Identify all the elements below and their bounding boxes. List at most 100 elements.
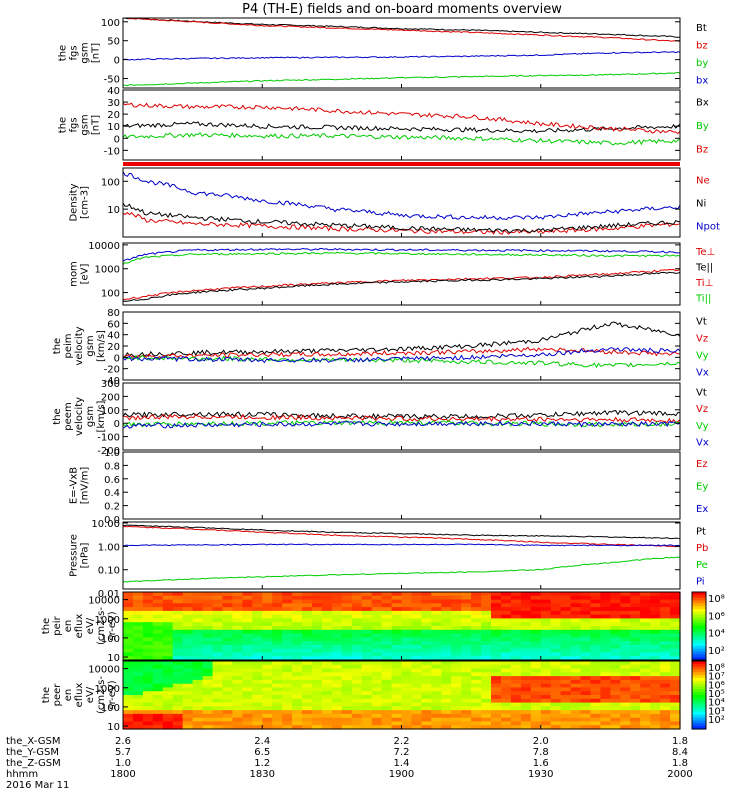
spectrogram-cell: [491, 603, 502, 608]
spectrogram-cell: [222, 695, 233, 700]
spectrogram-cell: [670, 644, 681, 650]
spectrogram-cell: [620, 595, 631, 601]
spectrogram-cell: [401, 626, 412, 631]
spectrogram-cell: [371, 698, 383, 704]
spectrogram-cell: [401, 698, 412, 704]
colorbar-tick-label: 10⁶: [708, 611, 725, 622]
spectrogram-cell: [351, 687, 363, 692]
spectrogram-cell: [520, 592, 532, 597]
spectrogram-cell: [510, 706, 522, 711]
spectrogram-cell: [640, 679, 651, 685]
spectrogram-cell: [530, 618, 542, 623]
spectrogram-cell: [401, 595, 412, 601]
spectrogram-cell: [610, 713, 621, 719]
spectrogram-cell: [212, 629, 223, 635]
spectrogram-cell: [341, 679, 353, 685]
series-group: [122, 17, 681, 87]
spectrogram-cell: [660, 599, 671, 604]
spectrogram-cell: [212, 691, 223, 696]
spectrogram-cell: [530, 676, 542, 681]
spectrogram-cell: [441, 721, 452, 726]
spectrogram-cell: [431, 595, 442, 601]
spectrogram-cell: [431, 641, 442, 646]
spectrogram-cell: [222, 607, 233, 612]
spectrogram-cell: [272, 656, 283, 661]
spectrogram-cell: [501, 592, 512, 597]
spectrogram-cell: [560, 592, 572, 597]
spectrogram-cell: [670, 661, 681, 666]
spectrogram-cell: [530, 706, 542, 711]
spectrogram-cell: [321, 618, 333, 623]
spectrogram-cell: [570, 641, 582, 646]
spectrogram-cell: [610, 698, 621, 704]
spectrogram-cell: [123, 633, 134, 638]
legend-entry: Bz: [696, 144, 708, 155]
spectrogram-cell: [341, 637, 353, 642]
spectrogram-cell: [351, 661, 363, 666]
spectrogram-cell: [361, 622, 373, 627]
spectrogram-cell: [282, 672, 293, 677]
spectrogram-cell: [660, 672, 671, 677]
colorbar-tick-label: 10³: [708, 706, 725, 717]
spectrogram-cell: [282, 706, 293, 711]
spectrogram-cell: [391, 629, 403, 635]
spectrogram-cell: [391, 648, 403, 654]
spectrogram-cell: [600, 706, 611, 711]
colorbar-swatch: [692, 606, 706, 610]
spectrogram-cell: [451, 633, 462, 638]
spectrogram-cell: [312, 641, 323, 646]
spectrogram-cell: [660, 683, 671, 689]
spectrogram-cell: [242, 629, 253, 635]
spectrogram-cell: [600, 622, 611, 627]
spectrogram-cell: [312, 644, 323, 650]
spectrogram-cell: [550, 614, 562, 620]
spectrogram-cell: [123, 618, 134, 623]
spectrogram-cell: [391, 592, 403, 597]
spectrogram-cell: [520, 633, 532, 638]
spectrogram-cell: [401, 607, 412, 612]
spectrogram-cell: [481, 603, 492, 608]
colorbar-swatch: [692, 597, 706, 602]
spectrogram-cell: [172, 641, 184, 646]
spectrogram-cell: [162, 717, 174, 723]
spectrogram-cell: [441, 695, 452, 700]
spectrogram-cell: [670, 672, 681, 677]
spectrogram-cell: [341, 595, 353, 601]
spectrogram-cell: [610, 695, 621, 700]
spectrogram-cell: [620, 629, 631, 635]
spectrogram-cell: [282, 637, 293, 642]
spectrogram-cell: [471, 599, 482, 604]
spectrogram-cell: [401, 648, 412, 654]
spectrogram-cell: [610, 710, 621, 715]
spectrogram-cell: [510, 695, 522, 700]
spectrogram-cell: [560, 717, 572, 723]
spectrogram-cell: [381, 641, 393, 646]
spectrogram-cell: [292, 629, 303, 635]
spectrogram-cell: [222, 633, 233, 638]
spectrogram-cell: [132, 713, 144, 719]
spectrogram-cell: [600, 633, 611, 638]
spectrogram-cell: [142, 607, 154, 612]
spectrogram-cell: [421, 629, 432, 635]
spectrogram-cell: [212, 676, 223, 681]
spectrogram-cell: [461, 683, 472, 689]
y-tick-label: 10.00: [91, 519, 120, 530]
spectrogram-cell: [182, 683, 194, 689]
spectrogram-cell: [232, 725, 243, 730]
spectrogram-cell: [202, 629, 214, 635]
spectrogram-cell: [371, 607, 383, 612]
spectrogram-cell: [461, 706, 472, 711]
x-axis-tick-label: 5.7: [115, 747, 131, 758]
spectrogram-cell: [560, 668, 572, 673]
spectrogram-cell: [600, 679, 611, 685]
spectrogram-cell: [421, 695, 432, 700]
spectrogram-cell: [232, 592, 243, 597]
spectrogram-cell: [252, 713, 263, 719]
spectrogram-cell: [650, 595, 661, 601]
spectrogram-cell: [331, 679, 343, 685]
colorbar-swatch: [692, 666, 706, 671]
spectrogram-cell: [172, 661, 184, 666]
spectrogram-cell: [560, 695, 572, 700]
spectrogram-cell: [600, 629, 611, 635]
spectrogram-cell: [441, 648, 452, 654]
